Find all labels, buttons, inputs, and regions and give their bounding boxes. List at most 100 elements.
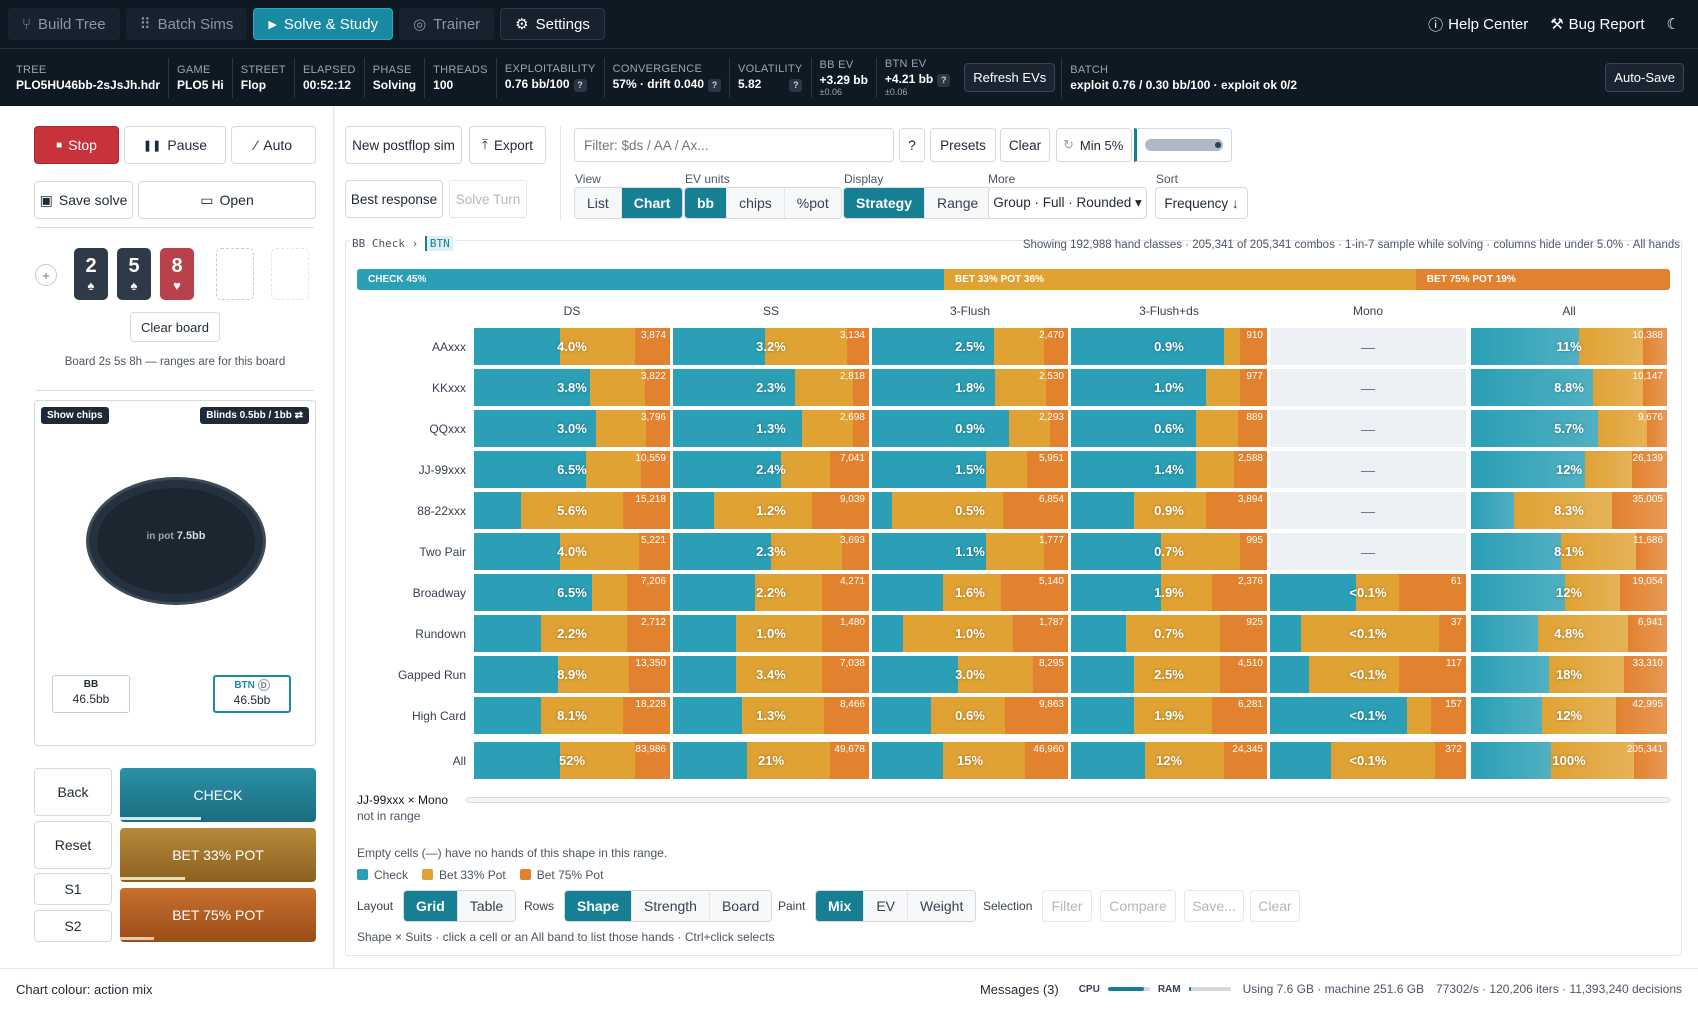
view-chart[interactable]: Chart	[621, 188, 683, 218]
strategy-cell[interactable]: 1.0% 977	[1071, 369, 1267, 406]
empty-card-slot[interactable]	[216, 248, 254, 300]
refresh-evs-button[interactable]: Refresh EVs	[964, 63, 1056, 92]
strategy-cell[interactable]: 1.8% 2,530	[872, 369, 1068, 406]
row-header[interactable]: Rundown	[415, 627, 466, 641]
display-range[interactable]: Range	[925, 188, 991, 218]
strategy-cell[interactable]: 1.9% 6,281	[1071, 697, 1267, 734]
s2-button[interactable]: S2	[34, 910, 112, 942]
filter-help-button[interactable]: ?	[899, 128, 925, 162]
tab-build-tree[interactable]: ⑂ Build Tree	[8, 8, 120, 40]
strategy-cell[interactable]: 2.5% 4,510	[1071, 656, 1267, 693]
s1-button[interactable]: S1	[34, 873, 112, 905]
row-header[interactable]: 88-22xxx	[417, 504, 466, 518]
strategy-cell[interactable]: <0.1% 372	[1270, 742, 1466, 779]
open-button[interactable]: ▭ Open	[138, 181, 316, 219]
strategy-cell[interactable]: 2.3% 2,818	[673, 369, 869, 406]
column-header[interactable]: SS	[762, 304, 779, 318]
back-button[interactable]: Back	[34, 768, 112, 816]
strategy-cell[interactable]: 0.9% 3,894	[1071, 492, 1267, 529]
strategy-cell[interactable]: 1.1% 1,777	[872, 533, 1068, 570]
summary-segment[interactable]: BET 33% POT 36%	[944, 269, 1416, 290]
strategy-cell[interactable]: 1.3% 8,466	[673, 697, 869, 734]
tab-batch-sims[interactable]: ⠿ Batch Sims	[125, 8, 248, 40]
save-solve-button[interactable]: ▣ Save solve	[34, 181, 133, 219]
strategy-cell[interactable]: —	[1270, 328, 1466, 365]
strategy-cell[interactable]: 5.7% 9,676	[1471, 410, 1667, 447]
display-strategy[interactable]: Strategy	[844, 188, 926, 218]
clear-board-button[interactable]: Clear board	[130, 312, 220, 342]
strategy-cell[interactable]: 52% 83,986	[474, 742, 670, 779]
summary-segment[interactable]: CHECK 45%	[357, 269, 944, 290]
strategy-cell[interactable]: 12% 24,345	[1071, 742, 1267, 779]
rows-board[interactable]: Board	[709, 891, 772, 921]
strategy-cell[interactable]: 0.7% 925	[1071, 615, 1267, 652]
strategy-cell[interactable]: 21% 49,678	[673, 742, 869, 779]
row-header[interactable]: QQxxx	[429, 422, 466, 436]
auto-button[interactable]: ⁄ Auto	[231, 126, 316, 164]
strategy-cell[interactable]: 1.6% 5,140	[872, 574, 1068, 611]
stop-button[interactable]: ■ Stop	[34, 126, 119, 164]
strategy-cell[interactable]: 1.5% 5,951	[872, 451, 1068, 488]
min-frequency-slider[interactable]	[1134, 128, 1232, 162]
strategy-cell[interactable]: <0.1% 117	[1270, 656, 1466, 693]
strategy-cell[interactable]: 2.4% 7,041	[673, 451, 869, 488]
strategy-cell[interactable]: 100% 205,341	[1471, 742, 1667, 779]
strategy-cell[interactable]: —	[1270, 410, 1466, 447]
strategy-cell[interactable]: —	[1270, 451, 1466, 488]
strategy-cell[interactable]: 1.9% 2,376	[1071, 574, 1267, 611]
strategy-cell[interactable]: 2.5% 2,470	[872, 328, 1068, 365]
strategy-cell[interactable]: —	[1270, 533, 1466, 570]
ev-bb[interactable]: bb	[685, 188, 728, 218]
strategy-cell[interactable]: 0.9% 2,293	[872, 410, 1068, 447]
view-list[interactable]: List	[575, 188, 622, 218]
strategy-cell[interactable]: 15% 46,960	[872, 742, 1068, 779]
strategy-cell[interactable]: 2.3% 3,693	[673, 533, 869, 570]
row-header[interactable]: All	[452, 754, 466, 768]
strategy-cell[interactable]: 12% 19,054	[1471, 574, 1667, 611]
strategy-cell[interactable]: 8.8% 10,147	[1471, 369, 1667, 406]
strategy-cell[interactable]: 3.0% 3,796	[474, 410, 670, 447]
strategy-cell[interactable]: 4.8% 6,941	[1471, 615, 1667, 652]
help-center-link[interactable]: ⓘ Help Center	[1428, 15, 1529, 34]
auto-save-button[interactable]: Auto-Save	[1605, 63, 1684, 92]
strategy-cell[interactable]: 2.2% 2,712	[474, 615, 670, 652]
strategy-cell[interactable]: 5.6% 15,218	[474, 492, 670, 529]
min-frequency-control[interactable]: ↻ Min 5%	[1056, 128, 1132, 162]
summary-segment[interactable]: BET 75% POT 19%	[1415, 269, 1670, 290]
bet-33-action-button[interactable]: BET 33% POT	[120, 828, 316, 882]
empty-card-slot[interactable]	[271, 248, 309, 300]
show-chips-toggle[interactable]: Show chips	[41, 407, 109, 424]
selection-compare-button[interactable]: Compare	[1100, 890, 1176, 922]
column-header[interactable]: 3-Flush	[949, 304, 990, 318]
selection-filter-button[interactable]: Filter	[1042, 890, 1092, 922]
more-dropdown[interactable]: Group · Full · Rounded ▾	[988, 187, 1147, 219]
row-header[interactable]: Broadway	[412, 586, 466, 600]
strategy-cell[interactable]: 0.6% 889	[1071, 410, 1267, 447]
selection-clear-button[interactable]: Clear	[1250, 890, 1300, 922]
board-card[interactable]: 8 ♥	[160, 248, 194, 300]
board-card[interactable]: 5 ♠	[117, 248, 151, 300]
row-header[interactable]: JJ-99xxx	[418, 463, 466, 477]
breadcrumb-node[interactable]: BB Check	[352, 237, 405, 250]
hand-filter-input[interactable]	[574, 128, 894, 162]
strategy-cell[interactable]: —	[1270, 369, 1466, 406]
strategy-cell[interactable]: 3.4% 7,038	[673, 656, 869, 693]
strategy-cell[interactable]: 0.9% 910	[1071, 328, 1267, 365]
strategy-cell[interactable]: 1.0% 1,787	[872, 615, 1068, 652]
column-header[interactable]: All	[1562, 304, 1576, 318]
paint-weight[interactable]: Weight	[908, 891, 976, 921]
strategy-cell[interactable]: 1.4% 2,588	[1071, 451, 1267, 488]
strategy-cell[interactable]: 6.5% 10,559	[474, 451, 670, 488]
tab-trainer[interactable]: ◎ Trainer	[399, 8, 495, 40]
strategy-cell[interactable]: 0.7% 995	[1071, 533, 1267, 570]
strategy-cell[interactable]: 8.1% 11,686	[1471, 533, 1667, 570]
strategy-cell[interactable]: 0.5% 6,854	[872, 492, 1068, 529]
help-icon[interactable]: ?	[789, 78, 803, 92]
board-card[interactable]: 2 ♠	[74, 248, 108, 300]
strategy-cell[interactable]: 8.3% 35,005	[1471, 492, 1667, 529]
ev-chips[interactable]: chips	[727, 188, 785, 218]
bug-report-link[interactable]: ⚒ Bug Report	[1550, 15, 1645, 34]
paint-ev[interactable]: EV	[864, 891, 909, 921]
help-icon[interactable]: ?	[708, 78, 721, 92]
column-header[interactable]: Mono	[1352, 304, 1384, 318]
